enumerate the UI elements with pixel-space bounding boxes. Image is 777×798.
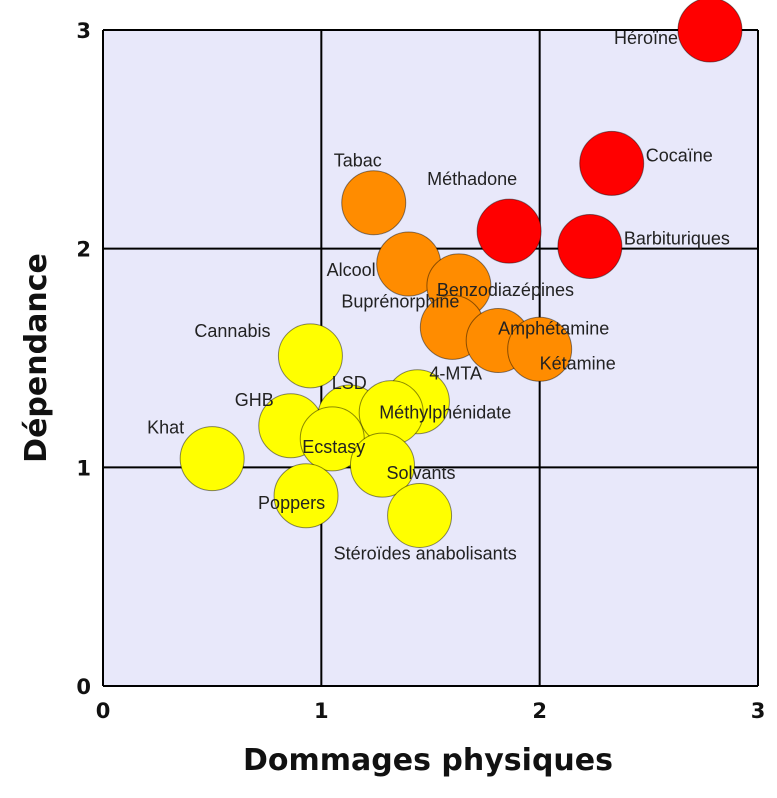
y-tick-label: 0	[76, 675, 91, 699]
bubble-point	[277, 323, 343, 389]
y-tick-label: 2	[76, 238, 91, 262]
point-label: Poppers	[258, 493, 325, 513]
bubble-point	[341, 170, 407, 236]
data-labels: Héroïne Cocaïne Méthadone Barbituriques Taba…	[147, 28, 730, 563]
x-tick-label: 2	[532, 699, 547, 723]
bubble-point	[179, 426, 245, 492]
bubble-point	[387, 482, 453, 548]
bubble-point	[273, 463, 339, 529]
plot-area	[103, 30, 758, 686]
point-label: Solvants	[386, 463, 455, 483]
point-label: Benzodiazépines	[437, 280, 574, 300]
y-tick-label: 3	[76, 19, 91, 43]
bubble-point	[349, 432, 415, 498]
point-label: Ecstasy	[302, 437, 365, 457]
bubble-point	[507, 316, 573, 382]
bubble-point	[557, 213, 623, 279]
point-label: Héroïne	[614, 28, 678, 48]
bubble-point	[579, 130, 645, 196]
y-axis-title: Dépendance	[19, 253, 54, 463]
point-label: Méthylphénidate	[379, 403, 511, 423]
bubble-point	[677, 0, 743, 63]
point-label: Cannabis	[194, 321, 270, 341]
point-label: LSD	[332, 373, 367, 393]
data-points	[179, 0, 743, 548]
x-tick-label: 1	[314, 699, 329, 723]
x-tick-label: 0	[96, 699, 111, 723]
point-label: Kétamine	[540, 353, 616, 373]
point-label: Méthadone	[427, 169, 517, 189]
point-label: Buprénorphine	[341, 291, 459, 311]
point-label: 4-MTA	[429, 364, 482, 384]
point-label: Cocaïne	[646, 145, 713, 165]
point-label: Stéroïdes anabolisants	[334, 543, 517, 563]
point-label: Alcool	[327, 260, 376, 280]
x-tick-label: 3	[751, 699, 766, 723]
bubble-point	[476, 198, 542, 264]
y-tick-label: 1	[76, 456, 91, 480]
point-label: Khat	[147, 418, 184, 438]
x-axis-title: Dommages physiques	[243, 743, 613, 778]
point-label: Barbituriques	[624, 228, 730, 248]
point-label: Amphétamine	[498, 319, 609, 339]
point-label: GHB	[235, 390, 274, 410]
tick-labels: 0 1 2 3 0 1 2 3	[76, 19, 765, 723]
point-label: Tabac	[334, 151, 382, 171]
